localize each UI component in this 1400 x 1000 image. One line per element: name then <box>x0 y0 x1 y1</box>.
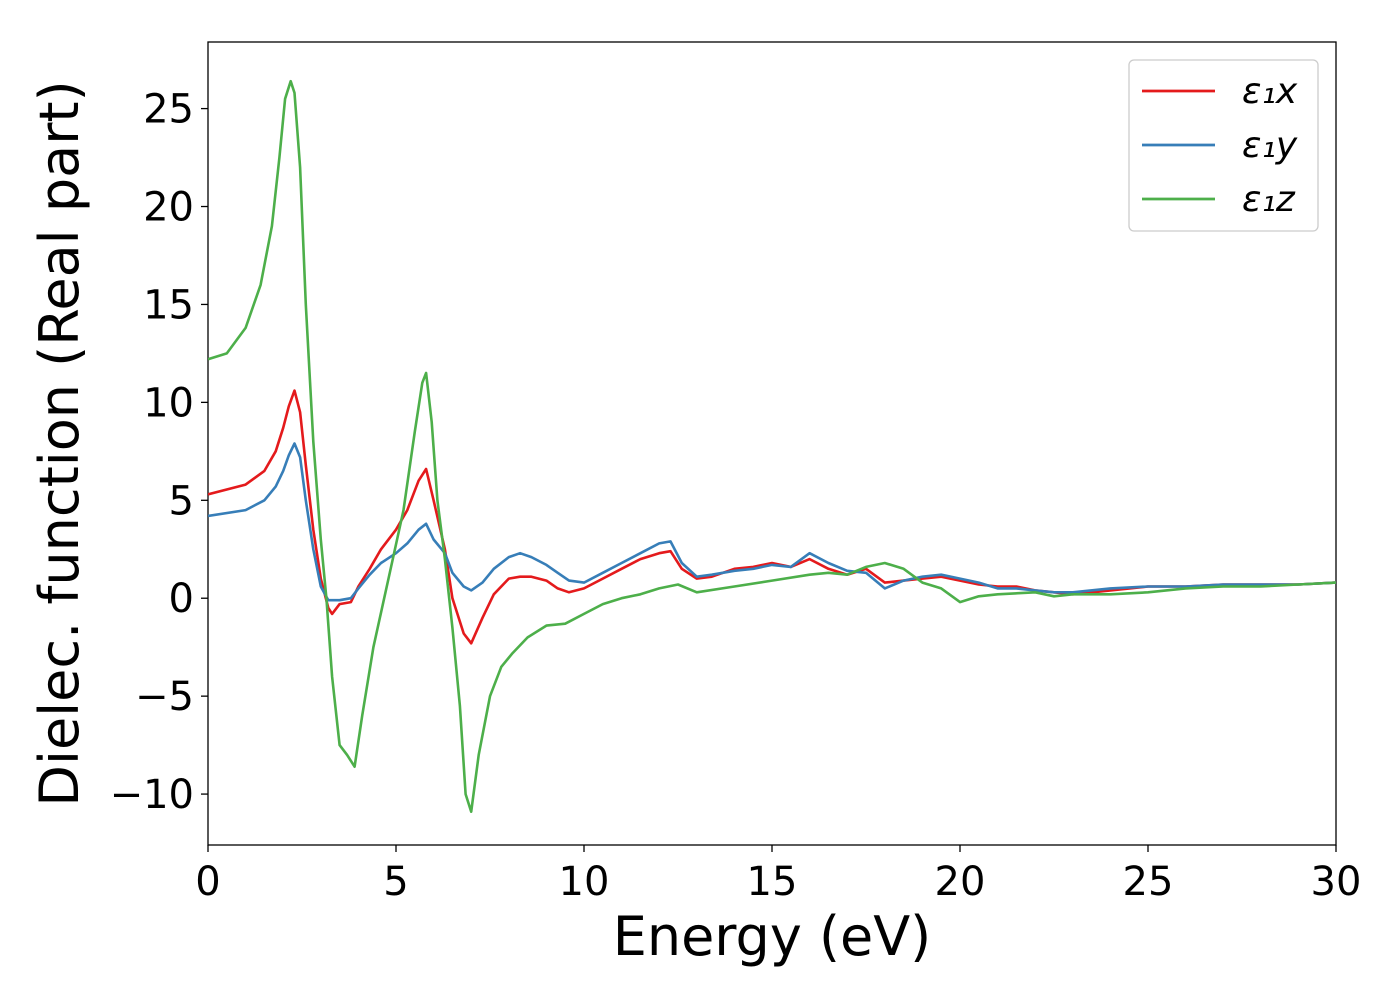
x-tick-label: 15 <box>747 859 798 905</box>
y-tick-label: 10 <box>143 380 194 426</box>
x-tick-label: 20 <box>935 859 986 905</box>
y-tick-label: 5 <box>169 478 194 524</box>
y-tick-label: 0 <box>169 576 194 622</box>
y-tick-label: 15 <box>143 282 194 328</box>
legend-label-2: ε₁z <box>1242 179 1296 220</box>
legend-label-0: ε₁x <box>1242 71 1298 112</box>
y-tick-label: −10 <box>110 772 194 818</box>
x-tick-label: 5 <box>383 859 408 905</box>
x-tick-label: 25 <box>1123 859 1174 905</box>
y-tick-label: 20 <box>143 185 194 231</box>
series-layer <box>208 79 1336 814</box>
x-axis-label: Energy (eV) <box>613 905 932 968</box>
legend: ε₁x ε₁y ε₁z <box>1128 59 1319 232</box>
x-tick-label: 30 <box>1311 859 1362 905</box>
series-line-0 <box>208 389 1336 645</box>
y-tick-label: 25 <box>143 87 194 133</box>
y-tick-label: −5 <box>135 674 194 720</box>
x-tick-label: 10 <box>559 859 610 905</box>
y-axis-label: Dielec. function (Real part) <box>28 80 91 806</box>
legend-box <box>1128 59 1319 232</box>
x-tick-label: 0 <box>195 859 220 905</box>
x-axis: 0 5 10 15 20 25 30 <box>195 845 1361 905</box>
legend-label-1: ε₁y <box>1242 125 1298 166</box>
y-axis: −10 −5 0 5 10 15 20 25 <box>110 87 208 818</box>
series-line-2 <box>208 79 1336 814</box>
series-line-1 <box>208 442 1336 602</box>
